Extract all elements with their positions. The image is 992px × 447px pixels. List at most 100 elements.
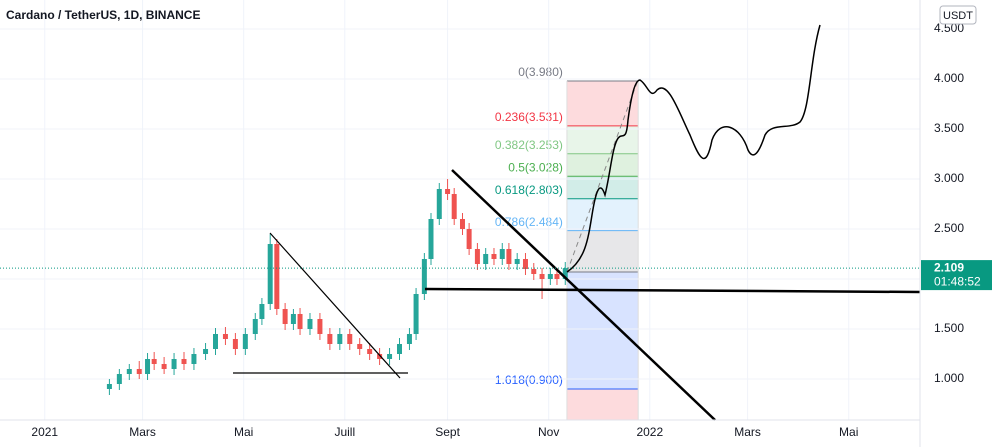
candle-body xyxy=(436,189,442,219)
candle-body xyxy=(222,334,228,339)
fib-band xyxy=(566,153,639,177)
currency: USDT xyxy=(943,10,973,22)
candle-body xyxy=(203,349,209,354)
candle-body xyxy=(297,314,303,329)
fibonacci-retracement: 0(3.980) 0.236(3.531) 0.382(3.253) 0.5(3.02… xyxy=(495,65,639,420)
projection-line xyxy=(566,79,639,273)
candle-body xyxy=(522,259,528,269)
trend-line xyxy=(451,169,716,421)
candle-body xyxy=(151,359,157,364)
y-tick-label: 4.500 xyxy=(934,21,964,35)
candle-body xyxy=(459,219,465,229)
y-tick-label: 1.000 xyxy=(934,371,964,385)
candle-body xyxy=(145,359,151,374)
x-tick-label: Nov xyxy=(538,425,559,439)
candle-body xyxy=(259,304,265,319)
candle-body xyxy=(357,344,363,349)
last-price-label: 2.109 xyxy=(934,260,964,274)
candle-body xyxy=(252,319,258,334)
candle-body xyxy=(421,259,427,294)
y-tick-label: 1.500 xyxy=(934,321,964,335)
chart-title: Cardano / TetherUS, 1D, BINANCE xyxy=(6,8,200,22)
drawings xyxy=(233,24,921,421)
x-tick-label: Mai xyxy=(839,425,858,439)
x-tick-label: 2021 xyxy=(31,425,58,439)
candle-body xyxy=(181,359,187,364)
candle-body xyxy=(499,249,505,259)
candle-body xyxy=(445,189,451,194)
y-tick-label: 2.500 xyxy=(934,221,964,235)
candle-body xyxy=(327,334,333,344)
candle-body xyxy=(367,349,373,354)
trend-line xyxy=(269,232,401,379)
fib-band xyxy=(566,389,639,420)
fib-label: 0.618(2.803) xyxy=(495,183,563,197)
candle-body xyxy=(347,334,353,344)
candle-body xyxy=(413,294,419,334)
support-line xyxy=(424,287,921,294)
candle-body xyxy=(307,319,313,329)
fib-label: 0.236(3.531) xyxy=(495,110,563,124)
fib-label: 1.618(0.900) xyxy=(495,373,563,387)
y-tick-label: 3.000 xyxy=(934,171,964,185)
x-tick-label: Sept xyxy=(435,425,460,439)
candle-body xyxy=(451,194,457,219)
fib-label: 0(3.980) xyxy=(518,65,563,79)
fib-label: 0.5(3.028) xyxy=(508,160,563,174)
x-tick-label: Mars xyxy=(734,425,761,439)
candle-body xyxy=(466,229,472,249)
fib-band xyxy=(566,176,639,199)
candle-body xyxy=(514,259,520,264)
candle-body xyxy=(116,374,122,384)
last-price-box xyxy=(921,260,992,291)
candle-body xyxy=(539,274,545,279)
candle-body xyxy=(387,354,393,359)
currency-box[interactable] xyxy=(939,5,977,25)
axes: 1.0001.5002.0002.5003.0003.5004.0004.500… xyxy=(31,21,992,439)
candle-body xyxy=(136,369,142,374)
candle-body xyxy=(242,334,248,349)
x-tick-label: Juill xyxy=(334,425,355,439)
candle-body xyxy=(274,244,280,309)
x-tick-label: Mai xyxy=(234,425,253,439)
y-tick-label: 4.000 xyxy=(934,71,964,85)
candle-body xyxy=(171,359,177,369)
candle-body xyxy=(531,269,537,274)
candle-body xyxy=(290,314,296,324)
candle-body xyxy=(191,354,197,364)
candle-body xyxy=(106,384,112,389)
fib-label: 0.382(3.253) xyxy=(495,138,563,152)
candle-body xyxy=(317,319,323,334)
candle-body xyxy=(377,354,383,359)
candle-body xyxy=(337,334,343,344)
candle-body xyxy=(547,274,553,279)
candle-body xyxy=(406,334,412,344)
candle-body xyxy=(396,344,402,354)
candle-body xyxy=(282,309,288,324)
y-tick-label: 3.500 xyxy=(934,121,964,135)
projection-curve xyxy=(566,24,821,273)
x-tick-label: Mars xyxy=(129,425,156,439)
candle-body xyxy=(562,268,568,279)
candle-body xyxy=(428,219,434,259)
fib-band xyxy=(566,81,639,126)
candle-body xyxy=(506,249,512,264)
candle-body xyxy=(232,339,238,349)
fib-band xyxy=(566,125,639,154)
candle-body xyxy=(267,244,273,304)
candle-body xyxy=(483,254,489,264)
candle-body xyxy=(126,369,132,374)
candle-body xyxy=(554,274,560,279)
fib-band xyxy=(566,230,639,272)
candle-body xyxy=(474,249,480,264)
fib-band xyxy=(566,198,639,231)
countdown: 01:48:52 xyxy=(934,274,981,288)
candle-body xyxy=(212,334,218,349)
candles xyxy=(106,179,568,395)
candle-body xyxy=(491,254,497,259)
candle-body xyxy=(161,364,167,369)
x-tick-label: 2022 xyxy=(636,425,663,439)
